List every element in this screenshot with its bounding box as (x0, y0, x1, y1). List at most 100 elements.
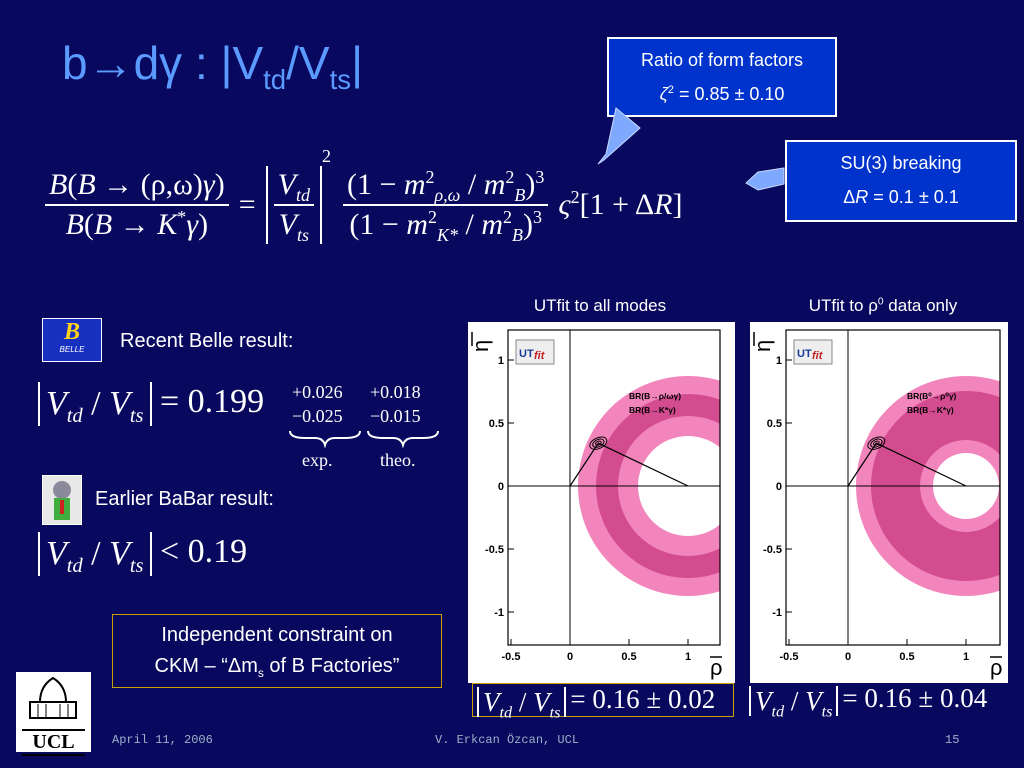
ratio: Vtd / Vts (38, 382, 152, 426)
text-segment: /V (286, 37, 330, 89)
logo-text: fit (812, 350, 824, 362)
text-segment: ts (821, 702, 833, 721)
text-segment: CKM – “Δm (154, 655, 258, 677)
belle-formula: Vtd / Vts = 0.199 (38, 382, 264, 426)
text-segment: m (483, 168, 506, 201)
value: = 0.199 (160, 382, 265, 420)
exp-label: exp. (302, 450, 333, 470)
y-tick-label: 0.5 (767, 418, 782, 430)
text-segment: b→dγ : |V (62, 37, 264, 89)
text-segment: γ (186, 208, 199, 241)
x-tick-label: 1 (685, 651, 691, 663)
apex-contour (594, 440, 602, 446)
value: < 0.19 (160, 532, 248, 570)
utfit-logo (793, 339, 833, 365)
legend-text: BR(B⁰→ρ⁰γ) (907, 391, 957, 401)
text-segment: ts (549, 703, 561, 722)
text-segment: 2 (667, 84, 674, 96)
y-axis-label: η (468, 340, 493, 352)
y-tick-label: -0.5 (763, 544, 782, 556)
constraint-box: Independent constraint on CKM – “Δms of … (112, 614, 442, 688)
slide-title: b→dγ : |Vtd/Vts| (62, 36, 363, 93)
text-segment: / (460, 168, 484, 201)
y-tick-label: -1 (494, 607, 504, 619)
text-segment: → (ρ,ω) (95, 168, 203, 201)
text-segment: data only (883, 296, 958, 315)
error: +0.018 (370, 382, 421, 402)
belle-label: Recent Belle result: (120, 330, 294, 352)
text-segment: ς (558, 188, 571, 221)
text-segment: ) (523, 208, 533, 241)
footer-author: V. Erkcan Özcan, UCL (435, 733, 580, 747)
box-line: SU(3) breaking (787, 146, 1015, 180)
box-line: Ratio of form factors (609, 43, 835, 77)
belle-logo: B BELLE (42, 318, 102, 362)
text-segment: (1 − (346, 168, 404, 201)
value: = 0.16 ± 0.02 (570, 684, 716, 714)
x-tick-label: 1 (963, 651, 969, 663)
logo-text: UCL (22, 729, 85, 756)
text-segment: 2 (570, 187, 580, 207)
text-segment: → (112, 208, 158, 241)
x-tick-label: -0.5 (780, 651, 799, 663)
text-segment: R (654, 188, 673, 221)
text-segment: 3 (533, 207, 542, 227)
text-segment: Ratio of form factors (640, 50, 804, 70)
text-segment: m (481, 208, 503, 241)
text-segment: ( (67, 168, 78, 201)
babar-logo (42, 475, 82, 525)
text-segment: SU(3) breaking (840, 153, 962, 173)
error: −0.015 (370, 406, 421, 426)
text-segment: UTfit to ρ (808, 296, 878, 315)
legend-text: BR(B→K*γ) (907, 405, 954, 415)
text-segment: / (457, 208, 482, 241)
text-segment: ts (329, 64, 352, 96)
text-segment: = 0.85 ± 0.10 (673, 84, 785, 104)
mass-fraction: (1 − m2ρ,ω / m2B)3 (1 − m2K* / m2B)3 (342, 166, 549, 245)
text-segment: = 0.1 ± 0.1 (868, 187, 959, 207)
text-segment: V (805, 685, 822, 716)
text-segment: ts (296, 225, 309, 245)
text-segment: V (46, 385, 67, 422)
text-segment: V (483, 686, 500, 717)
text-segment: ] (672, 188, 683, 221)
text-segment: td (263, 64, 287, 96)
text-segment: ζ (659, 84, 668, 104)
text-segment: B (512, 225, 523, 245)
text-segment: * (177, 207, 187, 227)
y-axis-label: η (750, 340, 775, 352)
numerator: (1 − m2ρ,ω / m2B)3 (342, 166, 549, 206)
x-axis-label: ρ (710, 655, 723, 680)
babar-formula: Vtd / Vts < 0.19 (38, 532, 247, 576)
babar-label: Earlier BaBar result: (95, 488, 274, 510)
text-segment: K* (436, 225, 458, 245)
numerator: Vtd (273, 166, 314, 206)
utfit-logo (515, 339, 555, 365)
text-segment: 3 (535, 167, 545, 187)
legend-text: BR(B→K*γ) (629, 405, 676, 415)
text-segment: V (109, 535, 130, 572)
text-segment: γ (202, 168, 215, 201)
text-segment: Independent constraint on (161, 624, 393, 646)
legend-text: BR(B→ρ/ωγ) (629, 391, 681, 401)
apex-contour (867, 436, 886, 450)
denominator: Vts (275, 206, 313, 244)
text-segment: 2 (503, 207, 512, 227)
ucl-logo: UCL (16, 672, 91, 756)
text-segment: ) (214, 168, 225, 201)
text-segment: (1 − (349, 208, 407, 241)
footer-date: April 11, 2006 (112, 733, 213, 747)
text-segment: m (403, 168, 426, 201)
x-tick-label: 0 (845, 651, 851, 663)
plot-header: UTfit to all modes (470, 296, 730, 316)
arrow (745, 167, 785, 191)
text-segment: td (66, 554, 83, 577)
utfit-plot: 1 0.5 0 -0.5 -1 -0.5 0 0.5 1 ρ η UT fit BR(B⁰→ρ⁰γ) BR(… (750, 322, 1008, 683)
text-segment: B (93, 208, 113, 241)
equals: = (238, 188, 256, 221)
text-segment: V (109, 385, 130, 422)
utfit-plot: 1 0.5 0 -0.5 -1 -0.5 0 0.5 1 ρ η UT fit BR(B→ρ/ωγ) BR(… (468, 322, 735, 683)
arrow (597, 107, 641, 165)
ratio: Vtd / Vts (477, 686, 567, 720)
